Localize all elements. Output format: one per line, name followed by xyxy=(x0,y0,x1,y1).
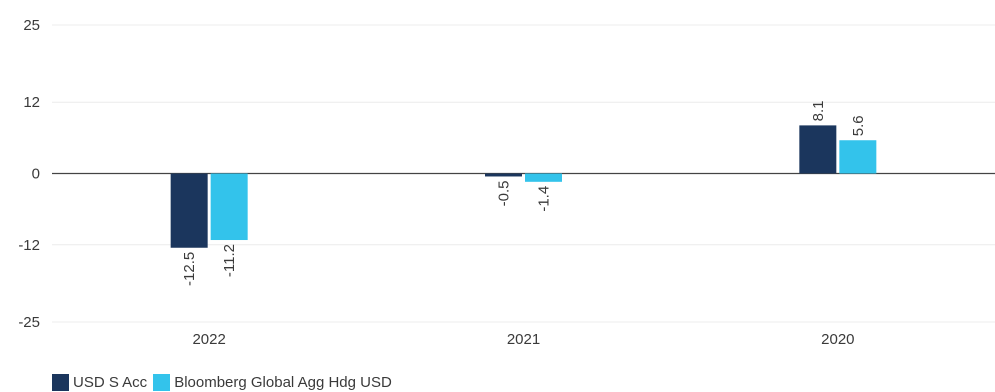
bar xyxy=(170,173,208,248)
x-axis-ticks: 2022 2021 2020 xyxy=(192,331,854,348)
gridlines xyxy=(52,24,995,323)
bar-chart: 25 12 0 -12 -25 -12.5 -11.2 -0.5 -1.4 8.1 5.6 202… xyxy=(18,17,995,348)
legend-label-series-2: Bloomberg Global Agg Hdg USD xyxy=(174,373,392,391)
data-label: 8.1 xyxy=(810,101,827,122)
y-tick-label: -25 xyxy=(18,314,40,331)
x-tick-label: 2022 xyxy=(192,331,225,348)
legend-item-series-1: USD S Acc xyxy=(52,373,148,391)
data-label: -12.5 xyxy=(181,252,198,286)
y-tick-label: 12 xyxy=(23,94,40,111)
legend: USD S Acc Bloomberg Global Agg Hdg USD xyxy=(52,372,398,392)
legend-swatch-series-2 xyxy=(153,373,171,391)
data-label: -0.5 xyxy=(496,180,513,206)
bars xyxy=(170,125,877,248)
data-label: -1.4 xyxy=(536,186,553,212)
legend-label-series-1: USD S Acc xyxy=(73,373,148,391)
y-tick-label: 0 xyxy=(32,166,40,183)
bar xyxy=(210,173,248,241)
y-tick-label: -12 xyxy=(18,237,40,254)
bar xyxy=(799,125,837,174)
x-tick-label: 2021 xyxy=(507,331,540,348)
data-label: 5.6 xyxy=(850,115,867,136)
data-label: -11.2 xyxy=(221,244,238,277)
legend-swatch-series-1 xyxy=(52,373,69,391)
bar xyxy=(839,140,877,174)
data-labels: -12.5 -11.2 -0.5 -1.4 8.1 5.6 xyxy=(181,101,867,286)
bar xyxy=(525,173,562,182)
y-tick-label: 25 xyxy=(23,17,40,34)
bar xyxy=(485,173,522,177)
x-tick-label: 2020 xyxy=(821,331,854,348)
legend-item-series-2: Bloomberg Global Agg Hdg USD xyxy=(153,373,392,391)
y-axis-ticks: 25 12 0 -12 -25 xyxy=(18,17,40,331)
